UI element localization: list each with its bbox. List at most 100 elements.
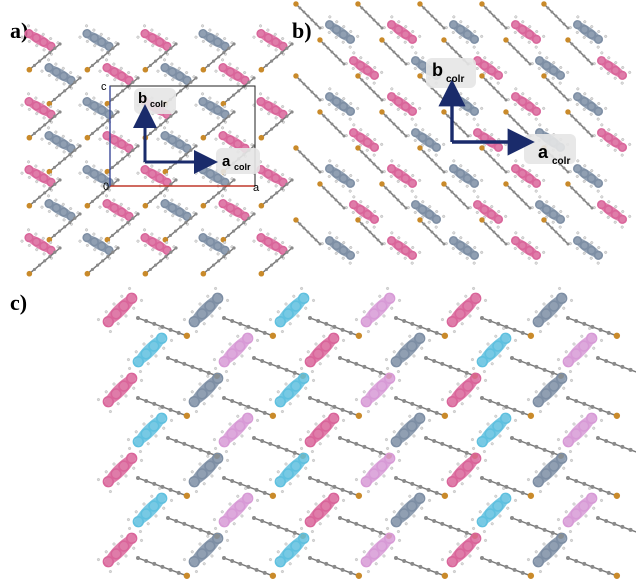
aromatic-core xyxy=(78,24,118,56)
aromatic-core xyxy=(136,228,176,260)
bromine-atom xyxy=(84,134,91,141)
bromine-atom xyxy=(26,270,33,277)
alkyne-chain xyxy=(597,437,636,453)
bromine-atom xyxy=(503,37,509,43)
aromatic-core xyxy=(20,160,60,192)
vector-a-label-b: a xyxy=(538,142,549,162)
bromine-atom xyxy=(220,236,227,243)
aromatic-core xyxy=(213,327,259,373)
bromine-atom xyxy=(84,270,91,277)
aromatic-core xyxy=(506,159,546,193)
aromatic-core xyxy=(214,194,254,226)
aromatic-core xyxy=(194,92,234,124)
aromatic-core xyxy=(98,126,138,158)
bromine-atom xyxy=(355,412,363,419)
bromine-atom xyxy=(258,202,265,209)
panel-label-c: c) xyxy=(10,290,28,315)
aromatic-core xyxy=(156,58,196,90)
aromatic-core xyxy=(320,87,360,121)
aromatic-core xyxy=(40,58,80,90)
bromine-atom xyxy=(565,181,571,187)
aromatic-core xyxy=(441,367,487,413)
bromine-atom xyxy=(441,492,449,499)
aromatic-core xyxy=(183,527,229,573)
aromatic-core xyxy=(527,527,573,573)
bromine-atom xyxy=(355,492,363,499)
aromatic-core xyxy=(156,194,196,226)
bromine-atom xyxy=(200,270,207,277)
bromine-atom xyxy=(46,236,53,243)
alkyne-chain xyxy=(597,517,636,533)
bromine-atom xyxy=(479,1,485,7)
bromine-atom xyxy=(258,270,265,277)
aromatic-core xyxy=(592,195,632,229)
bromine-atom xyxy=(162,168,169,175)
bromine-atom xyxy=(479,217,485,223)
bromine-atom xyxy=(293,1,299,7)
bromine-atom xyxy=(527,412,535,419)
aromatic-core xyxy=(78,228,118,260)
aromatic-core xyxy=(183,287,229,333)
aromatic-core xyxy=(136,160,176,192)
aromatic-core xyxy=(471,407,517,453)
aromatic-core xyxy=(530,51,570,85)
aromatic-core xyxy=(557,327,603,373)
vector-b-label-b: b xyxy=(432,60,443,80)
aromatic-core xyxy=(468,195,508,229)
aromatic-core xyxy=(252,160,292,192)
bromine-atom xyxy=(355,332,363,339)
bromine-atom xyxy=(355,217,361,223)
aromatic-core xyxy=(213,407,259,453)
aromatic-core xyxy=(527,367,573,413)
bromine-atom xyxy=(317,109,323,115)
bromine-atom xyxy=(527,332,535,339)
bromine-atom xyxy=(613,492,621,499)
aromatic-core xyxy=(320,15,360,49)
bromine-atom xyxy=(541,73,547,79)
bromine-atom xyxy=(183,572,191,579)
aromatic-core xyxy=(320,231,360,265)
bromine-atom xyxy=(220,100,227,107)
aromatic-core xyxy=(385,487,431,533)
bromine-atom xyxy=(565,37,571,43)
aromatic-core xyxy=(252,92,292,124)
bromine-atom xyxy=(355,572,363,579)
bromine-atom xyxy=(355,1,361,7)
aromatic-core xyxy=(355,287,401,333)
bromine-atom xyxy=(479,145,485,151)
aromatic-core xyxy=(252,228,292,260)
bromine-atom xyxy=(200,66,207,73)
aromatic-core xyxy=(506,15,546,49)
alkyne-chain xyxy=(597,357,636,373)
vector-b-subscript: colr xyxy=(150,99,167,109)
aromatic-core xyxy=(156,126,196,158)
aromatic-core xyxy=(568,159,608,193)
aromatic-core xyxy=(471,487,517,533)
aromatic-core xyxy=(97,367,143,413)
bromine-atom xyxy=(293,73,299,79)
bromine-atom xyxy=(441,181,447,187)
aromatic-core xyxy=(299,327,345,373)
bromine-atom xyxy=(46,168,53,175)
bromine-atom xyxy=(503,109,509,115)
vector-a-subscript-b: colr xyxy=(552,156,570,167)
aromatic-core xyxy=(97,447,143,493)
aromatic-core xyxy=(385,407,431,453)
bromine-atom xyxy=(26,66,33,73)
vector-a-subscript: colr xyxy=(234,162,251,172)
bromine-atom xyxy=(379,181,385,187)
aromatic-core xyxy=(444,159,484,193)
aromatic-core xyxy=(568,231,608,265)
vector-a-label: a xyxy=(222,153,231,170)
aromatic-core xyxy=(78,160,118,192)
vector-b-subscript-b: colr xyxy=(446,74,464,85)
aromatic-core xyxy=(194,24,234,56)
bromine-atom xyxy=(441,109,447,115)
bromine-atom xyxy=(269,332,277,339)
aromatic-core xyxy=(557,487,603,533)
aromatic-core xyxy=(441,447,487,493)
bromine-atom xyxy=(503,181,509,187)
aromatic-core xyxy=(299,407,345,453)
bromine-atom xyxy=(541,1,547,7)
